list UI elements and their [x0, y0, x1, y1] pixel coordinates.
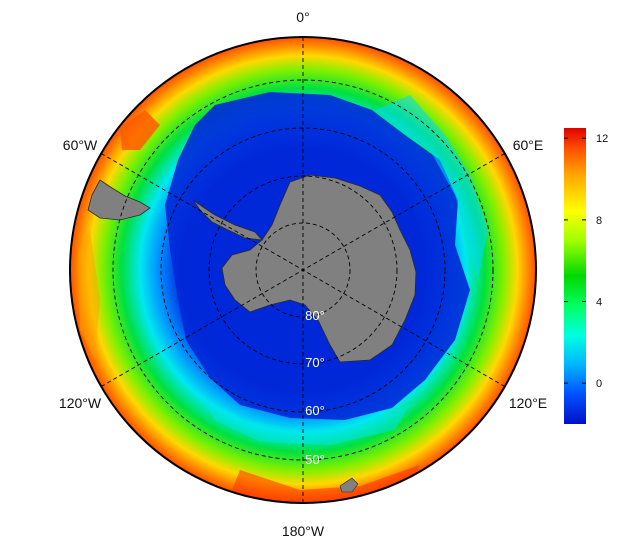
- island-south: [339, 477, 359, 493]
- lon-label-180w: 180°W: [282, 523, 325, 539]
- lat-circle-70: [208, 175, 398, 365]
- graticule: [100, 37, 506, 503]
- lat-label-70: 70°: [305, 355, 325, 370]
- lon-label-120w: 120°W: [59, 395, 102, 411]
- colorbar-tick-label: 4: [596, 297, 602, 309]
- colorbar-ticks: 12 8 4 0: [564, 133, 608, 390]
- antarctica-landmass: [221, 174, 417, 363]
- lon-label-60w: 60°W: [63, 137, 98, 153]
- lon-label-0: 0°: [296, 9, 309, 25]
- map-outline: [69, 36, 537, 504]
- lat-label-50: 50°: [305, 452, 325, 467]
- lat-circle-50: [112, 79, 494, 461]
- colorbar-tick-label: 8: [596, 215, 602, 227]
- colorbar-gradient: [564, 128, 586, 424]
- lat-label-80: 80°: [305, 308, 325, 323]
- antarctic-peninsula: [192, 199, 263, 241]
- colorbar: 12 8 4 0: [564, 128, 608, 424]
- colorbar-tick-label: 0: [596, 378, 602, 390]
- meridian-120e-60w: [100, 153, 506, 387]
- lon-label-120e: 120°E: [509, 395, 547, 411]
- colorbar-tick-label: 12: [596, 133, 608, 145]
- lon-label-60e: 60°E: [513, 137, 544, 153]
- south-america-landmass: [87, 179, 151, 221]
- lat-label-60: 60°: [305, 403, 325, 418]
